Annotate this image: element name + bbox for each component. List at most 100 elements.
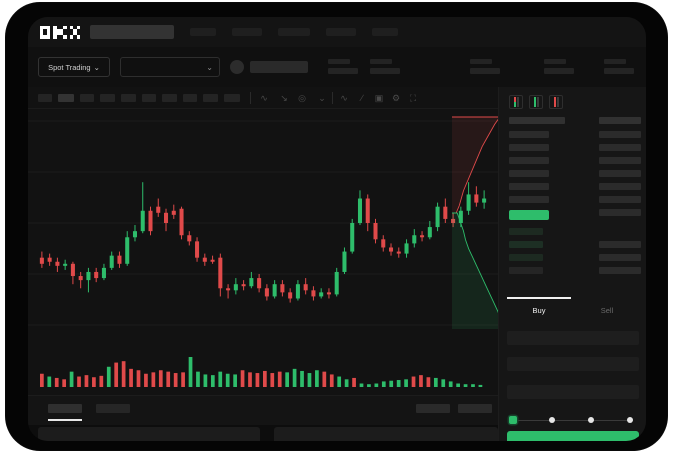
chevron-down-icon[interactable]: ⌄ bbox=[318, 93, 326, 103]
compare-icon[interactable]: ↘ bbox=[280, 93, 288, 103]
trade-tab-bar: Buy Sell bbox=[498, 297, 646, 323]
nav-item-3[interactable] bbox=[278, 28, 310, 36]
orderbook-mode-both-icon[interactable] bbox=[509, 95, 523, 109]
stat-24h-change bbox=[370, 59, 400, 74]
total-field[interactable] bbox=[507, 385, 639, 399]
footer-panel-right[interactable] bbox=[274, 427, 498, 441]
orderbook-bid-row[interactable] bbox=[509, 241, 543, 248]
price-field[interactable] bbox=[507, 331, 639, 345]
orderbook-ask-row[interactable] bbox=[509, 144, 549, 151]
interval-1d[interactable] bbox=[162, 94, 177, 102]
nav-item-1[interactable] bbox=[190, 28, 216, 36]
tab-positions[interactable] bbox=[458, 404, 492, 413]
trading-mode-button[interactable]: Spot Trading ⌄ bbox=[38, 57, 110, 77]
magnet-icon[interactable]: ∕ bbox=[361, 93, 363, 103]
orderbook-ask-row[interactable] bbox=[509, 196, 549, 203]
stat-24h-low bbox=[544, 59, 574, 74]
nav-item-2[interactable] bbox=[232, 28, 262, 36]
pair-name-label bbox=[250, 61, 308, 73]
search-input[interactable] bbox=[90, 25, 174, 39]
interval-5m[interactable] bbox=[58, 94, 74, 102]
orderbook-amount-cell bbox=[599, 131, 641, 138]
orderbook-mode-asks-icon[interactable] bbox=[549, 95, 563, 109]
tab-open-orders[interactable] bbox=[48, 404, 82, 413]
tab-sell[interactable]: Sell bbox=[600, 306, 614, 315]
chart-toolbar: ∿ ↘ ◎ ⌄ ∿ ∕ ▣ ⚙ ⛶ bbox=[28, 87, 646, 109]
order-book-panel bbox=[498, 87, 646, 297]
fullscreen-icon[interactable]: ⛶ bbox=[409, 93, 417, 103]
interval-1m[interactable] bbox=[38, 94, 52, 102]
active-tab-underline bbox=[48, 419, 82, 421]
footer-bar bbox=[28, 425, 646, 441]
orderbook-amount-cell bbox=[599, 209, 641, 216]
amount-field[interactable] bbox=[507, 357, 639, 371]
orderbook-ask-row[interactable] bbox=[509, 183, 549, 190]
interval-4h[interactable] bbox=[142, 94, 156, 102]
candlestick-chart[interactable] bbox=[28, 109, 498, 339]
depth-svg bbox=[452, 116, 505, 330]
interval-1mo[interactable] bbox=[203, 94, 218, 102]
orderbook-ask-row[interactable] bbox=[509, 131, 549, 138]
pair-select-dropdown[interactable]: ⌄ bbox=[120, 57, 220, 77]
settings-icon[interactable]: ⚙ bbox=[391, 93, 401, 103]
chevron-down-icon: ⌄ bbox=[93, 62, 100, 72]
nav-item-5[interactable] bbox=[372, 28, 398, 36]
active-tab-underline bbox=[507, 297, 571, 299]
amount-percent-stepper[interactable] bbox=[509, 415, 637, 425]
interval-1h[interactable] bbox=[121, 94, 136, 102]
indicator-icon[interactable]: ∿ bbox=[260, 93, 268, 103]
stat-24h-volume bbox=[604, 59, 634, 74]
stepper-track bbox=[515, 419, 633, 421]
interval-more[interactable] bbox=[224, 94, 240, 102]
market-depth-overlay bbox=[452, 109, 508, 339]
orderbook-bid-row[interactable] bbox=[509, 254, 543, 261]
orderbook-amount-cell bbox=[599, 241, 641, 248]
orderbook-amount-cell bbox=[599, 157, 641, 164]
line-chart-icon[interactable]: ∿ bbox=[340, 93, 348, 103]
orderbook-header-amount bbox=[599, 117, 641, 124]
toolbar-divider bbox=[250, 92, 251, 104]
orderbook-amount-cell bbox=[599, 196, 641, 203]
toolbar-divider bbox=[332, 92, 333, 104]
coin-avatar bbox=[230, 60, 244, 74]
okx-logo-icon[interactable] bbox=[40, 25, 80, 39]
order-form bbox=[498, 323, 646, 441]
nav-item-4[interactable] bbox=[326, 28, 356, 36]
top-navigation-bar bbox=[28, 17, 646, 47]
camera-icon[interactable]: ▣ bbox=[374, 93, 384, 103]
orders-tab-bar bbox=[28, 395, 498, 425]
interval-1w[interactable] bbox=[183, 94, 197, 102]
tab-buy[interactable]: Buy bbox=[532, 306, 546, 315]
interval-15m[interactable] bbox=[80, 94, 94, 102]
orderbook-amount-cell bbox=[599, 254, 641, 261]
orderbook-amount-cell bbox=[599, 170, 641, 177]
stat-24h-high bbox=[470, 59, 500, 74]
orderbook-amount-cell bbox=[599, 267, 641, 274]
orderbook-ask-row[interactable] bbox=[509, 170, 549, 177]
volume-histogram bbox=[28, 339, 498, 395]
orderbook-bid-row[interactable] bbox=[509, 267, 543, 274]
interval-30m[interactable] bbox=[100, 94, 115, 102]
stepper-node[interactable] bbox=[627, 417, 633, 423]
orderbook-current-price[interactable] bbox=[509, 210, 549, 220]
stepper-node[interactable] bbox=[549, 417, 555, 423]
volume-svg bbox=[40, 357, 483, 387]
orderbook-amount-cell bbox=[599, 183, 641, 190]
stat-last-price bbox=[328, 59, 358, 74]
tab-assets[interactable] bbox=[416, 404, 450, 413]
stepper-node[interactable] bbox=[588, 417, 594, 423]
orderbook-amount-cell bbox=[599, 144, 641, 151]
stepper-node-active[interactable] bbox=[509, 416, 517, 424]
app-screen: Spot Trading ⌄ ⌄ bbox=[28, 17, 646, 441]
orderbook-ask-row[interactable] bbox=[509, 157, 549, 164]
chevron-down-icon: ⌄ bbox=[206, 62, 213, 72]
footer-panel-left[interactable] bbox=[38, 427, 260, 441]
tab-order-history[interactable] bbox=[96, 404, 130, 413]
buy-submit-button[interactable] bbox=[507, 431, 639, 441]
orderbook-bid-row[interactable] bbox=[509, 228, 543, 235]
chart-gridlines bbox=[28, 120, 498, 326]
alert-icon[interactable]: ◎ bbox=[298, 93, 306, 103]
candlestick-svg bbox=[28, 120, 498, 326]
orderbook-mode-bids-icon[interactable] bbox=[529, 95, 543, 109]
trading-mode-label: Spot Trading bbox=[48, 62, 91, 72]
